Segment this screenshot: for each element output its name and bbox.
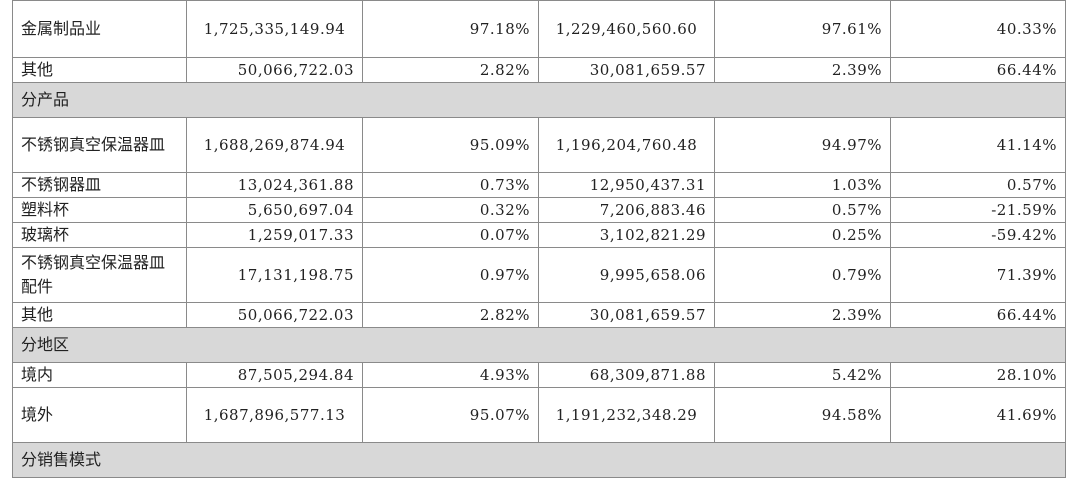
row-label: 境内: [12, 362, 187, 388]
table-row: 不锈钢真空保温器皿 1,688,269,874.94 95.09% 1,196,…: [12, 117, 1066, 173]
section-header-row: 分产品: [12, 82, 1066, 118]
row-label: 金属制品业: [12, 0, 187, 58]
prior-share: 1.03%: [714, 172, 891, 198]
yoy-change: 28.10%: [890, 362, 1066, 388]
current-amount: 87,505,294.84: [186, 362, 363, 388]
yoy-change: 41.69%: [890, 387, 1066, 443]
prior-amount: 1,196,204,760.48: [538, 117, 715, 173]
current-amount: 5,650,697.04: [186, 197, 363, 223]
row-label: 不锈钢真空保温器皿: [12, 117, 187, 173]
current-share: 95.07%: [362, 387, 539, 443]
current-amount: 1,687,896,577.13: [186, 387, 363, 443]
yoy-change: -21.59%: [890, 197, 1066, 223]
prior-share: 2.39%: [714, 57, 891, 83]
table-row: 不锈钢真空保温器皿配件 17,131,198.75 0.97% 9,995,65…: [12, 247, 1066, 303]
prior-share: 0.25%: [714, 222, 891, 248]
row-label: 不锈钢器皿: [12, 172, 187, 198]
yoy-change: 41.14%: [890, 117, 1066, 173]
table-row: 塑料杯 5,650,697.04 0.32% 7,206,883.46 0.57…: [12, 197, 1066, 223]
prior-amount: 68,309,871.88: [538, 362, 715, 388]
current-share: 0.73%: [362, 172, 539, 198]
table-row: 境外 1,687,896,577.13 95.07% 1,191,232,348…: [12, 387, 1066, 443]
prior-share: 97.61%: [714, 0, 891, 58]
prior-share: 0.79%: [714, 247, 891, 303]
current-amount: 1,725,335,149.94: [186, 0, 363, 58]
prior-share: 2.39%: [714, 302, 891, 328]
current-amount: 1,688,269,874.94: [186, 117, 363, 173]
row-label: 其他: [12, 302, 187, 328]
current-amount: 50,066,722.03: [186, 57, 363, 83]
table-row: 其他 50,066,722.03 2.82% 30,081,659.57 2.3…: [12, 57, 1066, 83]
row-label: 境外: [12, 387, 187, 443]
section-label: 分销售模式: [12, 442, 1066, 478]
prior-share: 94.58%: [714, 387, 891, 443]
row-label: 玻璃杯: [12, 222, 187, 248]
current-share: 0.07%: [362, 222, 539, 248]
table-row: 不锈钢器皿 13,024,361.88 0.73% 12,950,437.31 …: [12, 172, 1066, 198]
prior-amount: 7,206,883.46: [538, 197, 715, 223]
yoy-change: 0.57%: [890, 172, 1066, 198]
current-share: 95.09%: [362, 117, 539, 173]
row-label: 其他: [12, 57, 187, 83]
section-label: 分产品: [12, 82, 1066, 118]
table-row: 其他 50,066,722.03 2.82% 30,081,659.57 2.3…: [12, 302, 1066, 328]
prior-amount: 30,081,659.57: [538, 302, 715, 328]
section-header-row: 分销售模式: [12, 442, 1066, 478]
current-share: 0.32%: [362, 197, 539, 223]
current-amount: 1,259,017.33: [186, 222, 363, 248]
section-header-row: 分地区: [12, 327, 1066, 363]
table-row: 境内 87,505,294.84 4.93% 68,309,871.88 5.4…: [12, 362, 1066, 388]
prior-share: 5.42%: [714, 362, 891, 388]
current-share: 0.97%: [362, 247, 539, 303]
current-share: 2.82%: [362, 302, 539, 328]
yoy-change: -59.42%: [890, 222, 1066, 248]
prior-amount: 9,995,658.06: [538, 247, 715, 303]
row-label: 塑料杯: [12, 197, 187, 223]
prior-amount: 1,191,232,348.29: [538, 387, 715, 443]
table-row: 金属制品业 1,725,335,149.94 97.18% 1,229,460,…: [12, 0, 1066, 58]
current-amount: 13,024,361.88: [186, 172, 363, 198]
yoy-change: 40.33%: [890, 0, 1066, 58]
current-share: 2.82%: [362, 57, 539, 83]
row-label: 不锈钢真空保温器皿配件: [12, 247, 187, 303]
revenue-breakdown-table: 金属制品业 1,725,335,149.94 97.18% 1,229,460,…: [12, 0, 1066, 478]
section-label: 分地区: [12, 327, 1066, 363]
prior-share: 94.97%: [714, 117, 891, 173]
report-table-container: 金属制品业 1,725,335,149.94 97.18% 1,229,460,…: [12, 0, 1066, 478]
prior-amount: 30,081,659.57: [538, 57, 715, 83]
table-row: 玻璃杯 1,259,017.33 0.07% 3,102,821.29 0.25…: [12, 222, 1066, 248]
prior-amount: 12,950,437.31: [538, 172, 715, 198]
yoy-change: 66.44%: [890, 57, 1066, 83]
prior-amount: 3,102,821.29: [538, 222, 715, 248]
current-amount: 17,131,198.75: [186, 247, 363, 303]
current-share: 4.93%: [362, 362, 539, 388]
current-amount: 50,066,722.03: [186, 302, 363, 328]
prior-amount: 1,229,460,560.60: [538, 0, 715, 58]
yoy-change: 71.39%: [890, 247, 1066, 303]
current-share: 97.18%: [362, 0, 539, 58]
prior-share: 0.57%: [714, 197, 891, 223]
yoy-change: 66.44%: [890, 302, 1066, 328]
